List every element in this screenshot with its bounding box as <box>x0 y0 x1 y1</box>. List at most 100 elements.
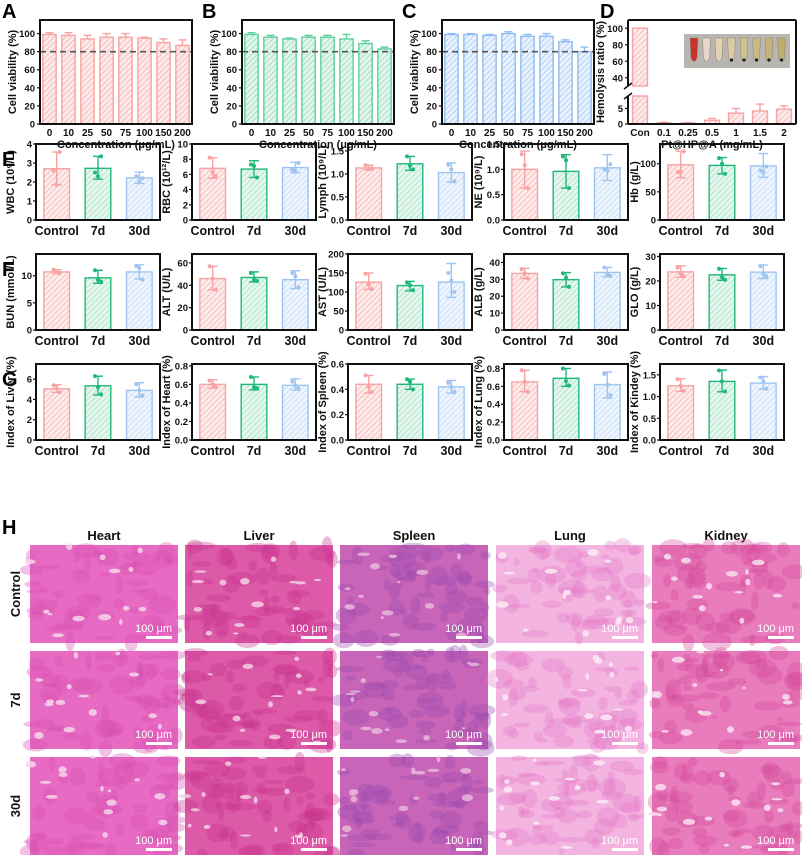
bar <box>708 274 736 331</box>
data-point <box>608 273 613 278</box>
tissue-texture <box>357 783 376 802</box>
x-tick-label: 150 <box>557 128 574 139</box>
tissue-texture <box>159 668 181 681</box>
tissue-texture <box>267 605 284 612</box>
tissue-texture <box>139 588 159 600</box>
tissue-texture <box>149 552 161 564</box>
tissue-space <box>563 589 572 596</box>
tissue-texture <box>302 808 329 821</box>
tissue-texture <box>284 715 313 723</box>
tissue-texture <box>245 542 270 553</box>
tissue-texture <box>73 569 90 584</box>
scale-bar <box>146 742 172 745</box>
group-label: Control <box>346 444 390 458</box>
histology-image: 100 μm <box>173 751 341 855</box>
scale-bar <box>301 848 327 851</box>
tissue-texture <box>271 608 301 615</box>
tissue-texture <box>423 705 451 717</box>
y-tick-label: 0.2 <box>175 417 188 428</box>
tissue-texture <box>412 622 437 631</box>
tissue-texture <box>123 760 150 778</box>
tissue-texture <box>308 546 336 561</box>
bar <box>175 44 190 125</box>
bar <box>61 34 76 125</box>
x-tick-label: 25 <box>82 128 94 139</box>
bar <box>84 277 112 331</box>
x-tick-label: 0.5 <box>705 128 719 139</box>
tissue-texture <box>463 841 478 850</box>
data-point <box>561 271 565 276</box>
chart-row-f-3: Control 7d 30d 0 10 20 30 40 ALB (g/L) <box>473 253 629 348</box>
tissue-texture <box>701 671 718 678</box>
tissue-space <box>179 794 192 799</box>
tissue-space <box>203 824 211 829</box>
tissue-texture <box>619 802 641 814</box>
tissue-texture <box>414 720 436 730</box>
group-label: 30d <box>753 444 775 458</box>
tissue-texture <box>530 581 543 594</box>
tissue-texture <box>574 631 583 645</box>
tissue-texture <box>97 719 120 739</box>
data-point <box>764 386 769 391</box>
tissue-space <box>680 729 693 736</box>
data-point <box>207 264 212 269</box>
tissue-texture <box>561 799 591 806</box>
chart-row-f-4: Control 7d 30d 0 10 20 30 GLO (g/L) <box>629 252 785 348</box>
tissue-space <box>672 656 685 663</box>
data-point <box>564 158 568 163</box>
data-point <box>369 389 374 394</box>
tissue-texture <box>129 606 141 614</box>
bar <box>552 377 580 441</box>
tissue-texture <box>584 618 609 624</box>
tissue-texture <box>186 569 194 588</box>
tissue-texture <box>375 787 390 804</box>
bar <box>727 112 745 125</box>
tissue-texture <box>473 580 495 589</box>
tissue-texture <box>263 779 285 784</box>
tissue-texture <box>633 795 642 812</box>
tissue-space <box>35 678 44 682</box>
scale-bar <box>301 742 327 745</box>
tissue-texture <box>692 835 718 846</box>
tissue-texture <box>218 629 227 636</box>
tissue-texture <box>293 710 323 721</box>
y-tick-label: 60 <box>426 65 437 76</box>
tissue-texture <box>688 543 708 559</box>
data-point <box>137 266 142 271</box>
tissue-texture <box>260 543 281 560</box>
tissue-texture <box>677 676 691 686</box>
tissue-texture <box>256 782 267 796</box>
y-axis-label: NE (10⁹/L) <box>473 155 485 208</box>
data-point <box>54 182 59 187</box>
data-point <box>452 290 457 294</box>
data-point <box>96 174 100 179</box>
scale-bar-label: 100 μm <box>601 835 638 847</box>
tissue-texture <box>156 834 182 842</box>
bar <box>281 384 309 441</box>
data-point <box>210 276 215 281</box>
tissue-texture <box>536 565 567 584</box>
y-tick-label: 2 <box>183 200 188 211</box>
data-point <box>564 378 568 383</box>
tissue-texture <box>360 828 381 838</box>
y-tick-label: 60 <box>24 65 35 76</box>
histology-image: 100 μm <box>647 756 802 855</box>
y-tick-label: 2 <box>27 178 32 189</box>
tissue-texture <box>31 839 38 854</box>
tissue-texture <box>572 755 591 767</box>
tissue-texture <box>220 547 233 566</box>
tissue-texture <box>706 770 732 786</box>
tissue-texture <box>362 784 392 803</box>
tissue-texture <box>259 787 288 796</box>
data-point <box>405 280 409 285</box>
tissue-space <box>234 623 245 628</box>
y-tick-label: 1.0 <box>331 169 344 180</box>
y-tick-label: 1.5 <box>331 146 345 157</box>
tissue-space <box>504 779 510 784</box>
tissue-space <box>349 690 361 693</box>
tissue-space <box>107 789 112 793</box>
tissue-texture <box>467 704 496 717</box>
y-tick-label: 100 <box>421 29 437 40</box>
histology-image: 100 μm <box>492 538 652 645</box>
tissue-texture <box>60 623 84 629</box>
